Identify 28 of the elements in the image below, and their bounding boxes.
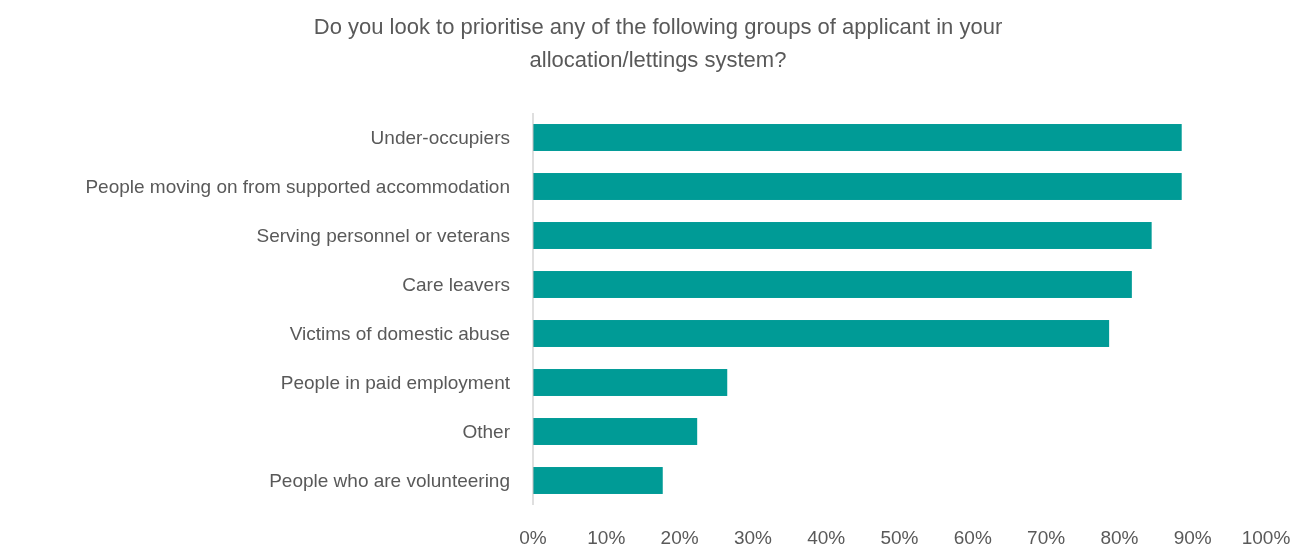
x-tick-label: 100% xyxy=(1241,526,1291,545)
bar xyxy=(533,271,1132,298)
bar xyxy=(533,467,663,494)
bar xyxy=(533,222,1152,249)
bar xyxy=(533,124,1182,151)
bar xyxy=(533,369,728,396)
y-tick-label: Care leavers xyxy=(402,274,510,296)
x-tick-label: 40% xyxy=(807,526,846,545)
x-tick-label: 60% xyxy=(953,526,992,545)
x-tick-label: 0% xyxy=(519,526,547,545)
chart-title: Do you look to prioritise any of the following groups of applicant in your allocation/lettings system? xyxy=(313,14,1003,72)
y-tick-label: Victims of domestic abuse xyxy=(289,323,510,345)
bar xyxy=(533,173,1182,200)
x-tick-label: 70% xyxy=(1027,526,1066,545)
y-tick-label: People moving on from supported accommodation xyxy=(85,176,510,198)
x-tick-label: 30% xyxy=(733,526,773,545)
x-tick-label: 10% xyxy=(587,526,626,545)
y-tick-label: Under-occupiers xyxy=(370,127,510,149)
y-tick-label: Other xyxy=(462,421,511,443)
x-tick-label: 50% xyxy=(880,526,919,545)
bar xyxy=(533,418,698,445)
x-tick-label: 80% xyxy=(1100,526,1139,545)
y-tick-label: People who are volunteering xyxy=(269,470,510,492)
bar xyxy=(533,320,1110,347)
y-tick-label: People in paid employment xyxy=(280,372,511,394)
x-tick-label: 20% xyxy=(660,526,699,545)
x-tick-label: 90% xyxy=(1173,526,1212,545)
y-tick-label: Serving personnel or veterans xyxy=(256,225,510,247)
